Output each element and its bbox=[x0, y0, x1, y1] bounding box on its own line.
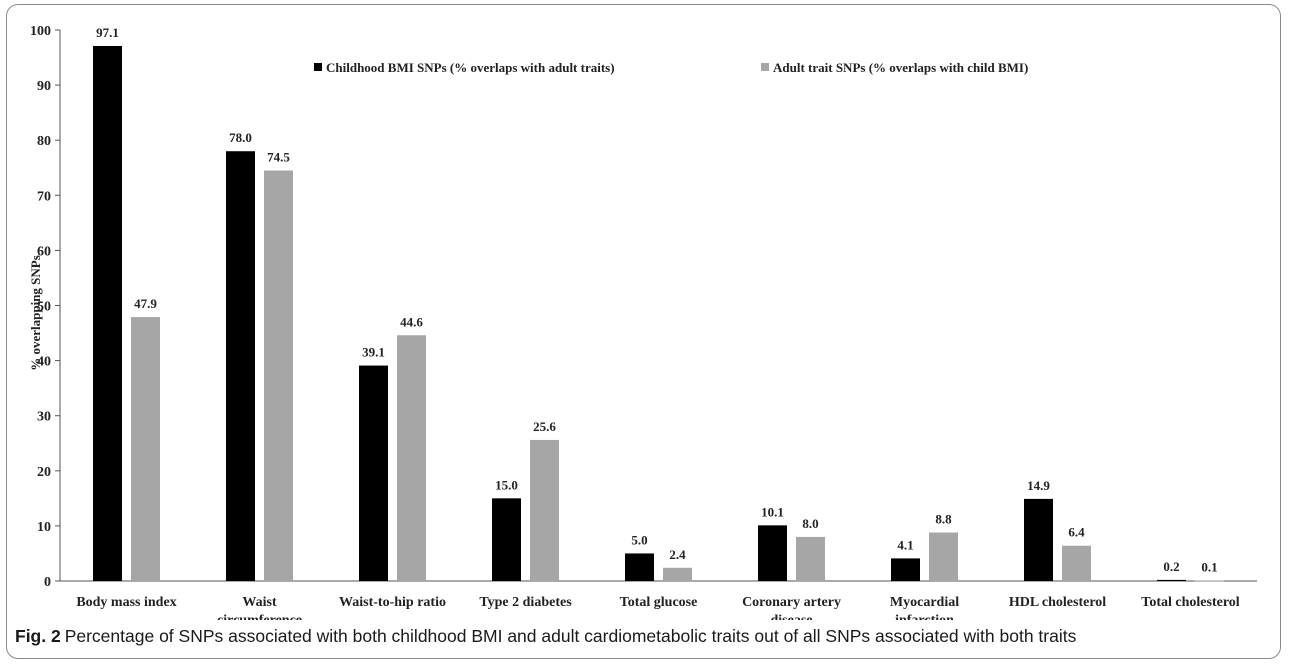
bar bbox=[492, 498, 521, 581]
data-label: 5.0 bbox=[631, 532, 647, 547]
legend-swatch bbox=[314, 63, 322, 71]
data-label: 25.6 bbox=[533, 419, 556, 434]
caption-label: Fig. 2 bbox=[15, 626, 61, 646]
bar bbox=[131, 317, 160, 581]
x-tick-label: Total cholesterol bbox=[1141, 595, 1239, 610]
legend-label: Adult trait SNPs (% overlaps with child … bbox=[773, 60, 1028, 75]
data-label: 39.1 bbox=[362, 345, 385, 360]
y-tick-label: 80 bbox=[37, 134, 51, 149]
bar bbox=[663, 567, 692, 581]
x-tick-label: Type 2 diabetes bbox=[479, 595, 572, 610]
y-tick-label: 40 bbox=[37, 355, 51, 370]
x-tick-label: disease bbox=[771, 613, 813, 620]
bar bbox=[758, 525, 787, 581]
chart-legend: Childhood BMI SNPs (% overlaps with adul… bbox=[314, 60, 1028, 75]
y-tick-label: 30 bbox=[37, 410, 51, 425]
y-axis-ticks: 0 10 20 30 40 50 60 70 80 90 100 bbox=[30, 24, 60, 590]
data-label: 15.0 bbox=[495, 477, 518, 492]
bar bbox=[1062, 545, 1091, 581]
x-tick-label: Body mass index bbox=[76, 595, 176, 610]
x-tick-label: HDL cholesterol bbox=[1009, 595, 1106, 610]
data-label: 4.1 bbox=[897, 537, 913, 552]
bar bbox=[1157, 579, 1186, 581]
data-label: 44.6 bbox=[400, 314, 423, 329]
legend-label: Childhood BMI SNPs (% overlaps with adul… bbox=[326, 60, 615, 75]
data-label: 6.4 bbox=[1068, 525, 1085, 540]
figure-caption: Fig. 2 Percentage of SNPs associated with… bbox=[15, 626, 1275, 647]
bar bbox=[891, 558, 920, 581]
y-axis-label: % overlapping SNPs bbox=[28, 255, 43, 371]
data-label: 47.9 bbox=[134, 296, 157, 311]
data-label: 8.0 bbox=[802, 516, 818, 531]
y-tick-label: 90 bbox=[37, 79, 51, 94]
y-tick-label: 20 bbox=[37, 465, 51, 480]
bar bbox=[359, 365, 388, 581]
bar bbox=[625, 553, 654, 581]
bar bbox=[226, 151, 255, 581]
bar bbox=[1195, 580, 1224, 582]
bar bbox=[1024, 498, 1053, 581]
data-label: 2.4 bbox=[669, 547, 686, 562]
y-tick-label: 70 bbox=[37, 189, 51, 204]
x-tick-label: Total glucose bbox=[620, 595, 698, 610]
x-tick-label: Waist-to-hip ratio bbox=[339, 595, 446, 610]
y-tick-label: 50 bbox=[37, 300, 51, 315]
y-tick-label: 0 bbox=[44, 575, 51, 590]
legend-swatch bbox=[761, 63, 769, 71]
y-tick-label: 60 bbox=[37, 244, 51, 259]
data-label: 97.1 bbox=[96, 25, 119, 40]
y-tick-label: 10 bbox=[37, 520, 51, 535]
bar bbox=[929, 532, 958, 581]
data-label: 10.1 bbox=[761, 504, 784, 519]
data-label: 0.1 bbox=[1201, 559, 1217, 574]
bar bbox=[796, 536, 825, 581]
data-label: 8.8 bbox=[935, 512, 952, 527]
data-label: 78.0 bbox=[229, 130, 252, 145]
bar bbox=[530, 439, 559, 581]
chart-bars: 97.1 47.9 78.0 74.5 39.1 44.6 15.0 25.6 5.0 2.4 10… bbox=[93, 25, 1224, 582]
bar-chart: 0 10 20 30 40 50 60 70 80 90 100 97.1 47.9 78.0 74.5 3… bbox=[28, 24, 1257, 620]
x-tick-label: Myocardial bbox=[890, 595, 959, 610]
x-tick-label: Coronary artery bbox=[742, 595, 841, 610]
data-label: 14.9 bbox=[1027, 478, 1050, 493]
y-tick-label: 100 bbox=[30, 24, 51, 39]
bar bbox=[93, 45, 122, 581]
x-axis-labels: Body mass index Waist circumference Waist-t… bbox=[76, 595, 1239, 620]
x-tick-label: circumference bbox=[217, 613, 302, 620]
x-tick-label: Waist bbox=[242, 595, 277, 610]
data-label: 0.2 bbox=[1163, 559, 1179, 574]
x-tick-label: infarction bbox=[895, 613, 954, 620]
caption-text: Percentage of SNPs associated with both … bbox=[64, 626, 1077, 646]
bar bbox=[264, 170, 293, 581]
bar bbox=[397, 335, 426, 581]
data-label: 74.5 bbox=[267, 150, 290, 165]
